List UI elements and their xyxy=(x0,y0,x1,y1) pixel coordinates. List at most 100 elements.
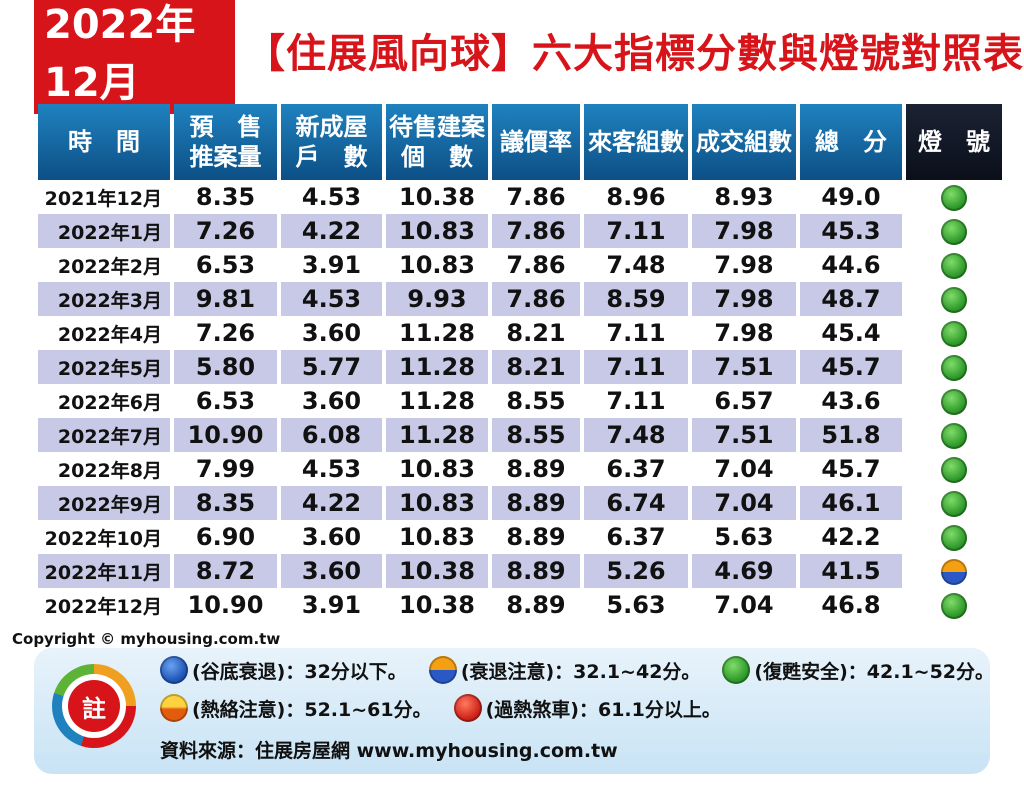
score-cell: 7.11 xyxy=(584,214,688,248)
signal-cell xyxy=(906,350,1002,384)
legend-row-1: (谷底衰退)：32分以下。 (衰退注意)：32.1~42分。 (復甦安全)：42.1… xyxy=(160,656,1016,684)
signal-lamp-icon xyxy=(941,219,967,245)
score-cell: 3.60 xyxy=(301,523,362,551)
legend-item: (過熱煞車)：61.1分以上。 xyxy=(453,694,721,722)
score-cell: 8.21 xyxy=(492,350,580,384)
signal-lamp-icon xyxy=(941,185,967,211)
signal-cell xyxy=(906,316,1002,350)
table-row: 2022年1月 7.26 4.22 10.83 7.86 7.11 7.98 45.3 xyxy=(38,214,1002,248)
signal-lamp-icon xyxy=(941,559,967,585)
source-text: 資料來源：住展房屋網 www.myhousing.com.tw xyxy=(160,740,618,762)
signal-cell xyxy=(906,486,1002,520)
score-cell: 10.90 xyxy=(174,418,277,452)
signal-cell xyxy=(906,452,1002,486)
score-cell: 10.83 xyxy=(399,455,475,483)
signal-lamp-icon xyxy=(941,423,967,449)
column-header: 來客組數 xyxy=(584,104,688,180)
signal-lamp-icon xyxy=(941,491,967,517)
score-cell: 7.11 xyxy=(606,319,666,347)
legend-item: (熱絡注意)：52.1~61分。 xyxy=(160,694,432,722)
row-date: 2022年1月 xyxy=(38,214,170,248)
score-cell: 8.35 xyxy=(174,486,277,520)
table-header-row: 時 間預 售推案量 新成屋戶 數待售建案個 數議價率 來客組數 成交組數總 分燈 號 xyxy=(38,104,1002,180)
score-cell: 6.74 xyxy=(584,486,688,520)
column-header: 新成屋戶 數 xyxy=(281,104,382,180)
signal-lamp-icon xyxy=(941,253,967,279)
score-cell: 9.93 xyxy=(386,282,488,316)
score-cell: 7.26 xyxy=(195,319,256,347)
copyright-text: Copyright © myhousing.com.tw xyxy=(8,628,285,650)
signal-lamp-icon xyxy=(453,694,482,722)
score-cell: 8.89 xyxy=(506,455,566,483)
legend-text: (過熱煞車)：61.1分以上。 xyxy=(485,698,721,721)
score-cell: 6.53 xyxy=(195,251,256,279)
score-cell: 44.6 xyxy=(821,251,881,279)
row-date: 2022年2月 xyxy=(57,255,162,278)
score-cell: 45.7 xyxy=(800,350,902,384)
table-row: 2022年8月 7.99 4.53 10.83 8.89 6.37 7.04 45.7 xyxy=(38,452,1002,486)
column-header: 成交組數 xyxy=(692,104,796,180)
score-cell: 10.83 xyxy=(399,523,475,551)
table-row: 2022年10月 6.90 3.60 10.83 8.89 6.37 5.63 42.2 xyxy=(38,520,1002,554)
signal-cell xyxy=(906,248,1002,282)
score-cell: 10.38 xyxy=(399,183,475,211)
table-row: 2022年12月 10.90 3.91 10.38 8.89 5.63 7.04 46.8 xyxy=(38,588,1002,622)
score-cell: 7.98 xyxy=(714,251,774,279)
row-date: 2022年10月 xyxy=(44,527,162,550)
score-cell: 7.51 xyxy=(692,418,796,452)
signal-lamp-icon xyxy=(941,457,967,483)
signal-cell xyxy=(906,180,1002,214)
score-cell: 7.86 xyxy=(492,214,580,248)
signal-lamp-icon xyxy=(941,525,967,551)
legend-item: (衰退注意)：32.1~42分。 xyxy=(428,656,700,684)
legend-text: (復甦安全)：42.1~52分。 xyxy=(754,660,995,683)
note-panel xyxy=(34,648,990,774)
score-cell: 7.86 xyxy=(506,183,566,211)
column-header: 議價率 xyxy=(492,104,580,180)
score-cell: 5.80 xyxy=(174,350,277,384)
score-cell: 7.51 xyxy=(692,350,796,384)
score-cell: 10.83 xyxy=(386,214,488,248)
score-cell: 45.3 xyxy=(800,214,902,248)
score-cell: 45.4 xyxy=(821,319,881,347)
score-cell: 8.89 xyxy=(506,591,566,619)
score-cell: 6.08 xyxy=(281,418,382,452)
score-cell: 46.8 xyxy=(821,591,881,619)
table-row: 2022年3月 9.81 4.53 9.93 7.86 8.59 7.98 48.7 xyxy=(38,282,1002,316)
score-cell: 8.35 xyxy=(195,183,256,211)
score-cell: 6.37 xyxy=(606,523,666,551)
score-cell: 3.60 xyxy=(281,554,382,588)
row-date: 2022年5月 xyxy=(38,350,170,384)
score-cell: 7.99 xyxy=(195,455,256,483)
score-cell: 8.55 xyxy=(492,418,580,452)
score-cell: 5.63 xyxy=(714,523,774,551)
score-cell: 5.26 xyxy=(584,554,688,588)
signal-lamp-icon xyxy=(941,321,967,347)
score-cell: 6.37 xyxy=(606,455,666,483)
score-cell: 46.1 xyxy=(800,486,902,520)
score-cell: 10.90 xyxy=(187,591,264,619)
signal-cell xyxy=(906,554,1002,588)
score-cell: 49.0 xyxy=(821,183,881,211)
table-row: 2022年4月 7.26 3.60 11.28 8.21 7.11 7.98 45.4 xyxy=(38,316,1002,350)
score-cell: 11.28 xyxy=(399,387,475,415)
signal-cell xyxy=(906,282,1002,316)
score-cell: 7.98 xyxy=(692,214,796,248)
score-cell: 9.81 xyxy=(174,282,277,316)
score-cell: 3.60 xyxy=(301,319,362,347)
row-date: 2022年4月 xyxy=(57,323,162,346)
score-cell: 8.93 xyxy=(714,183,774,211)
score-cell: 4.22 xyxy=(281,214,382,248)
score-cell: 7.11 xyxy=(584,350,688,384)
column-header: 燈 號 xyxy=(906,104,1002,180)
score-cell: 6.57 xyxy=(714,387,774,415)
score-cell: 10.83 xyxy=(386,486,488,520)
table-row: 2022年5月 5.80 5.77 11.28 8.21 7.11 7.51 45.7 xyxy=(38,350,1002,384)
signal-lamp-icon xyxy=(941,593,967,619)
table-row: 2022年7月 10.90 6.08 11.28 8.55 7.48 7.51 51.8 xyxy=(38,418,1002,452)
score-cell: 5.77 xyxy=(281,350,382,384)
score-cell: 5.63 xyxy=(606,591,666,619)
signal-cell xyxy=(906,214,1002,248)
row-date: 2022年9月 xyxy=(38,486,170,520)
signal-lamp-icon xyxy=(428,656,457,684)
